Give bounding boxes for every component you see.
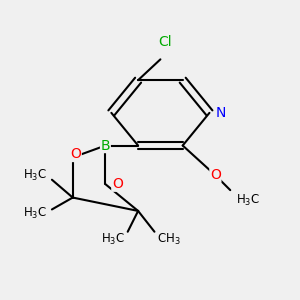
Text: H$_3$C: H$_3$C: [23, 206, 47, 221]
Text: H$_3$C: H$_3$C: [236, 193, 260, 208]
Text: CH$_3$: CH$_3$: [158, 232, 181, 247]
Text: N: N: [215, 106, 226, 120]
Text: O: O: [112, 177, 123, 191]
Text: O: O: [70, 148, 81, 161]
Text: H$_3$C: H$_3$C: [23, 168, 47, 183]
Text: B: B: [100, 139, 110, 152]
Text: O: O: [210, 168, 221, 182]
Text: Cl: Cl: [158, 34, 172, 49]
Text: H$_3$C: H$_3$C: [100, 232, 125, 247]
